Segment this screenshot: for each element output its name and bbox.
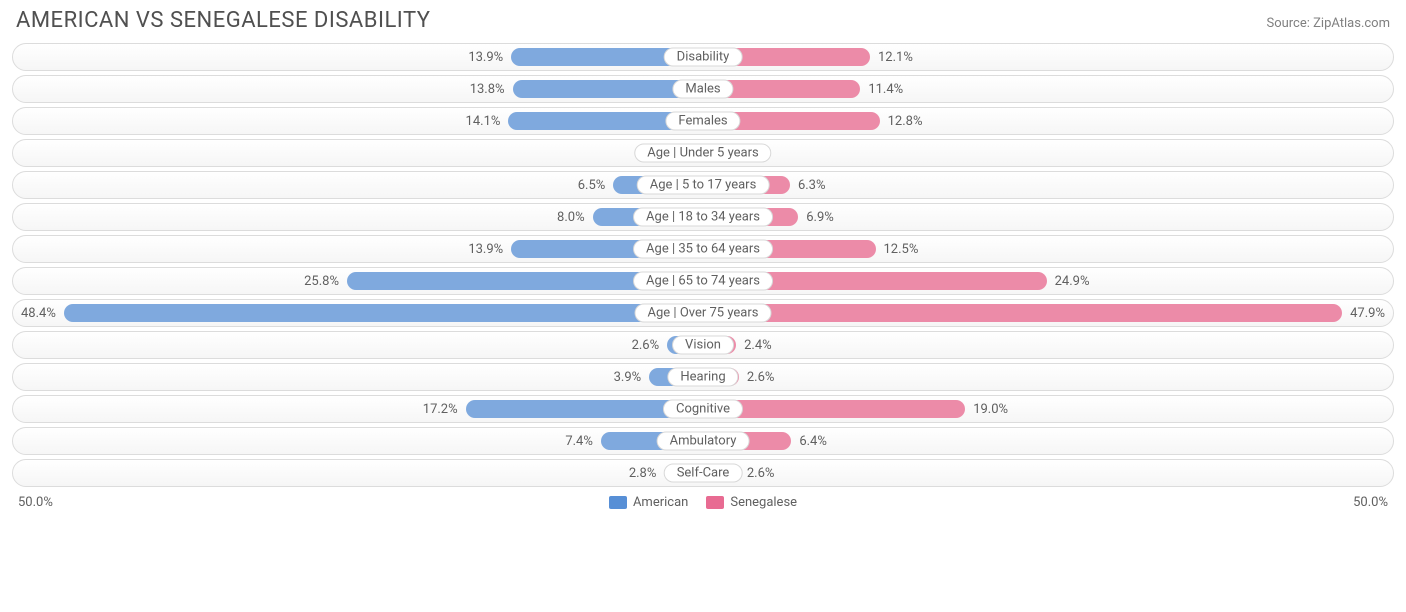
row-right-half: 24.9% [703, 268, 1393, 294]
row-right-half: 6.3% [703, 172, 1393, 198]
row-right-half: 6.4% [703, 428, 1393, 454]
chart-row: 2.6% 2.4%Vision [12, 331, 1394, 359]
row-right-value: 19.0% [965, 402, 1016, 417]
legend-item-left: American [609, 495, 688, 510]
chart-row: 1.9%1.2%Age | Under 5 years [12, 139, 1394, 167]
row-right-value: 47.9% [1342, 306, 1393, 321]
row-right-value: 11.4% [860, 82, 911, 97]
chart-title: AMERICAN VS SENEGALESE DISABILITY [16, 8, 431, 33]
row-left-value: 8.0% [549, 210, 593, 225]
row-left-half: 13.9% [13, 236, 703, 262]
row-left-value: 13.9% [460, 242, 511, 257]
row-left-half: 2.8% [13, 460, 703, 486]
row-right-bar [703, 304, 1342, 322]
chart-row: 13.9% 12.5% Age | 35 to 64 years [12, 235, 1394, 263]
row-label: Age | Under 5 years [634, 144, 771, 163]
chart-row: 25.8% 24.9% Age | 65 to 74 years [12, 267, 1394, 295]
chart-row: 17.2% 19.0% Cognitive [12, 395, 1394, 423]
chart-row: 2.8% 2.6%Self-Care [12, 459, 1394, 487]
row-right-half: 6.9% [703, 204, 1393, 230]
row-label: Ambulatory [657, 432, 750, 451]
row-label: Females [665, 112, 740, 131]
row-right-value: 2.4% [736, 338, 780, 353]
chart-row: 7.4% 6.4% Ambulatory [12, 427, 1394, 455]
row-label: Males [672, 80, 733, 99]
row-right-half: 11.4% [703, 76, 1393, 102]
row-left-half: 3.9% [13, 364, 703, 390]
row-left-value: 17.2% [415, 402, 466, 417]
chart-row: 14.1% 12.8% Females [12, 107, 1394, 135]
row-left-half: 13.9% [13, 44, 703, 70]
row-label: Age | Over 75 years [635, 304, 772, 323]
row-right-value: 6.3% [790, 178, 834, 193]
row-right-half: 12.1% [703, 44, 1393, 70]
row-left-half: 13.8% [13, 76, 703, 102]
row-label: Vision [672, 336, 734, 355]
row-right-half: 12.8% [703, 108, 1393, 134]
row-left-value: 3.9% [606, 370, 650, 385]
chart-source: Source: ZipAtlas.com [1266, 16, 1390, 31]
row-left-half: 8.0% [13, 204, 703, 230]
legend-item-right: Senegalese [706, 495, 797, 510]
row-right-value: 6.9% [798, 210, 842, 225]
row-left-value: 2.8% [621, 466, 665, 481]
row-right-value: 12.5% [876, 242, 927, 257]
row-label: Cognitive [663, 400, 743, 419]
row-right-half: 12.5% [703, 236, 1393, 262]
row-left-half: 48.4% [13, 300, 703, 326]
row-label: Age | 65 to 74 years [633, 272, 773, 291]
row-label: Hearing [667, 368, 738, 387]
chart-row: 8.0% 6.9% Age | 18 to 34 years [12, 203, 1394, 231]
chart-row: 3.9% 2.6%Hearing [12, 363, 1394, 391]
diverging-bar-chart: 13.9% 12.1% Disability 13.8% 11.4% Males 14.1%… [12, 43, 1394, 487]
row-right-half: 47.9% [703, 300, 1393, 326]
row-left-half: 14.1% [13, 108, 703, 134]
row-left-value: 2.6% [624, 338, 668, 353]
row-label: Age | 5 to 17 years [637, 176, 770, 195]
row-left-value: 13.9% [460, 50, 511, 65]
axis-max-left: 50.0% [18, 495, 53, 510]
legend-label-right: Senegalese [730, 495, 797, 510]
row-left-value: 6.5% [570, 178, 614, 193]
row-left-bar [64, 304, 703, 322]
chart-footer: 50.0% American Senegalese 50.0% [12, 491, 1394, 510]
chart-row: 48.4% 47.9% Age | Over 75 years [12, 299, 1394, 327]
row-right-value: 24.9% [1047, 274, 1098, 289]
legend-swatch-right-icon [706, 496, 724, 509]
row-right-value: 2.6% [739, 370, 783, 385]
row-label: Self-Care [664, 464, 743, 483]
row-left-half: 1.9% [13, 140, 703, 166]
row-left-value: 48.4% [13, 306, 64, 321]
row-right-half: 1.2% [703, 140, 1393, 166]
row-label: Age | 35 to 64 years [633, 240, 773, 259]
legend-swatch-left-icon [609, 496, 627, 509]
row-right-half: 2.6% [703, 364, 1393, 390]
row-left-value: 7.4% [557, 434, 601, 449]
row-right-value: 12.1% [870, 50, 921, 65]
row-right-half: 2.4% [703, 332, 1393, 358]
row-right-half: 19.0% [703, 396, 1393, 422]
chart-row: 6.5% 6.3% Age | 5 to 17 years [12, 171, 1394, 199]
row-left-half: 6.5% [13, 172, 703, 198]
row-right-value: 6.4% [791, 434, 835, 449]
row-left-half: 7.4% [13, 428, 703, 454]
legend-label-left: American [633, 495, 688, 510]
row-right-value: 12.8% [880, 114, 931, 129]
row-left-half: 25.8% [13, 268, 703, 294]
row-right-half: 2.6% [703, 460, 1393, 486]
row-left-half: 2.6% [13, 332, 703, 358]
row-left-value: 13.8% [462, 82, 513, 97]
axis-max-right: 50.0% [1353, 495, 1388, 510]
row-left-value: 14.1% [458, 114, 509, 129]
row-label: Disability [664, 48, 743, 67]
row-left-half: 17.2% [13, 396, 703, 422]
chart-row: 13.8% 11.4% Males [12, 75, 1394, 103]
row-label: Age | 18 to 34 years [633, 208, 773, 227]
chart-row: 13.9% 12.1% Disability [12, 43, 1394, 71]
legend: American Senegalese [53, 495, 1353, 510]
chart-header: AMERICAN VS SENEGALESE DISABILITY Source… [12, 8, 1394, 39]
row-left-value: 25.8% [296, 274, 347, 289]
row-right-value: 2.6% [739, 466, 783, 481]
